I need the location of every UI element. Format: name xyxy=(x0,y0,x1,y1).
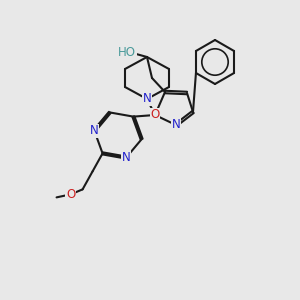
Text: N: N xyxy=(90,124,99,137)
Text: O: O xyxy=(150,109,160,122)
Text: HO: HO xyxy=(118,46,136,59)
Text: O: O xyxy=(66,188,75,201)
Text: N: N xyxy=(172,118,180,131)
Text: N: N xyxy=(142,92,152,106)
Text: N: N xyxy=(122,151,130,164)
